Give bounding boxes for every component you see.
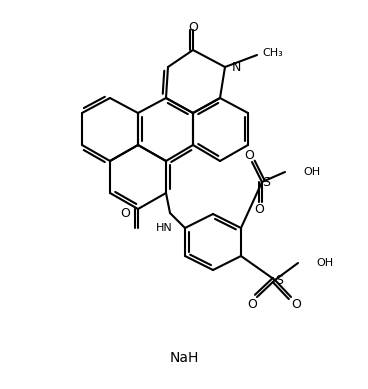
- Text: CH₃: CH₃: [262, 48, 283, 58]
- Text: O: O: [254, 203, 264, 216]
- Text: N: N: [232, 61, 241, 74]
- Text: OH: OH: [303, 167, 320, 177]
- Text: HN: HN: [156, 223, 173, 233]
- Text: OH: OH: [316, 258, 333, 268]
- Text: O: O: [247, 298, 257, 312]
- Text: O: O: [244, 149, 254, 161]
- Text: O: O: [120, 207, 130, 219]
- Text: NaH: NaH: [169, 351, 199, 365]
- Text: S: S: [275, 273, 283, 287]
- Text: S: S: [262, 175, 270, 189]
- Text: O: O: [291, 298, 301, 312]
- Text: O: O: [188, 21, 198, 33]
